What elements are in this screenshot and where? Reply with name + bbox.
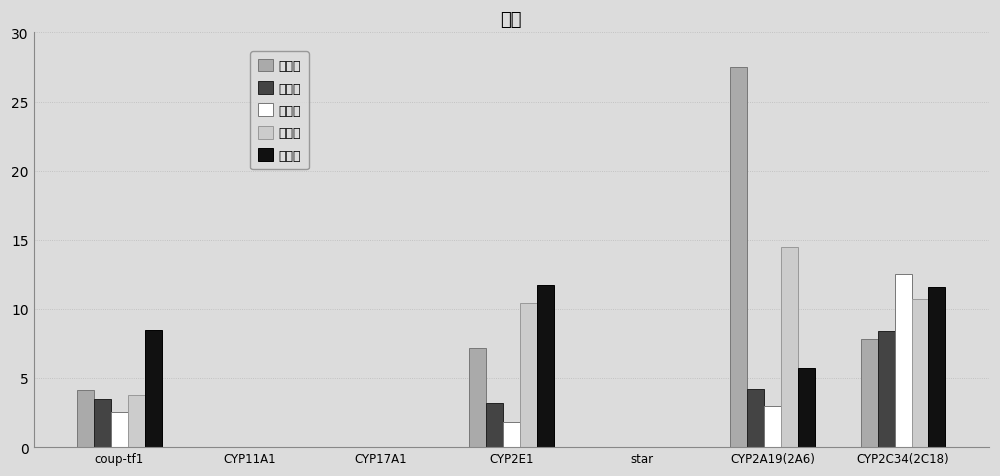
- Bar: [912, 299, 928, 447]
- Legend: 长白猪, 荣昌猪, 太湖猪, 约克猪, 巴马猪: 长白猪, 荣昌猪, 太湖猪, 约克猪, 巴马猪: [250, 52, 309, 170]
- Bar: [798, 368, 815, 447]
- Bar: [77, 390, 94, 447]
- Title: 肝脏: 肝脏: [500, 11, 522, 29]
- Bar: [128, 395, 145, 447]
- Bar: [145, 330, 162, 447]
- Bar: [747, 389, 764, 447]
- Bar: [537, 286, 554, 447]
- Bar: [878, 331, 895, 447]
- Bar: [781, 247, 798, 447]
- Bar: [861, 339, 878, 447]
- Bar: [111, 413, 128, 447]
- Bar: [503, 422, 520, 447]
- Bar: [520, 304, 537, 447]
- Bar: [895, 275, 912, 447]
- Bar: [730, 68, 747, 447]
- Bar: [94, 399, 111, 447]
- Bar: [486, 403, 503, 447]
- Bar: [764, 406, 781, 447]
- Bar: [928, 287, 945, 447]
- Bar: [469, 348, 486, 447]
